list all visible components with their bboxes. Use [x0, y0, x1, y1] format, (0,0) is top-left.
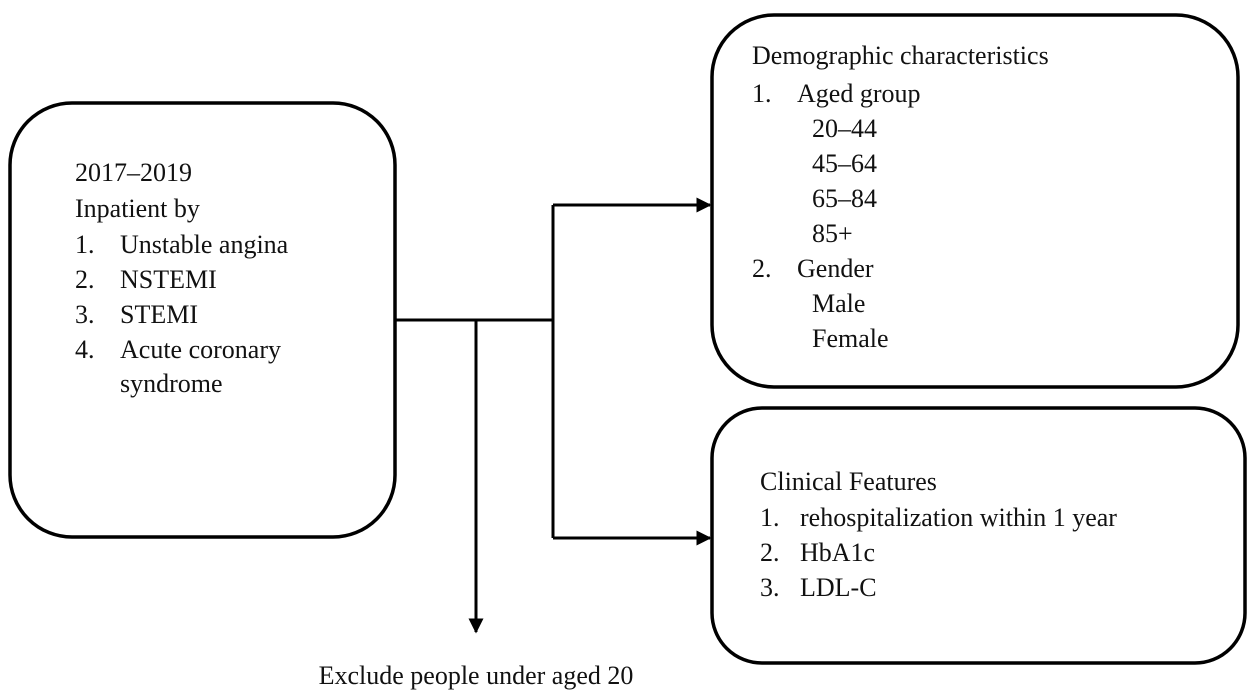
box-title: Demographic characteristics	[752, 41, 1049, 70]
box-title: Clinical Features	[760, 467, 937, 496]
exclusion-text: Exclude people under aged 20	[319, 661, 634, 690]
list-marker: 3.	[760, 573, 780, 602]
sub-item: 45–64	[812, 149, 877, 178]
sub-item: 85+	[812, 219, 853, 248]
list-item: rehospitalization within 1 year	[800, 503, 1117, 532]
list-item: Unstable angina	[120, 230, 289, 259]
list-item: HbA1c	[800, 538, 875, 567]
list-marker: 2.	[75, 265, 95, 294]
list-item: syndrome	[120, 369, 223, 398]
sub-item: Female	[812, 324, 889, 353]
clinical-box	[710, 406, 1247, 665]
list-item: LDL-C	[800, 573, 877, 602]
list-marker: 1.	[752, 79, 772, 108]
sub-item: 20–44	[812, 114, 877, 143]
list-item: Acute coronary	[120, 335, 281, 364]
list-item: STEMI	[120, 300, 198, 329]
demographics-box	[710, 13, 1240, 389]
list-item: Aged group	[797, 79, 920, 108]
list-marker: 3.	[75, 300, 95, 329]
source-box	[8, 101, 397, 539]
list-item: Gender	[797, 254, 874, 283]
sub-item: 65–84	[812, 184, 877, 213]
source-line: 2017–2019	[75, 158, 192, 187]
list-marker: 2.	[760, 538, 780, 567]
list-marker: 1.	[760, 503, 780, 532]
list-marker: 4.	[75, 335, 95, 364]
list-marker: 2.	[752, 254, 772, 283]
source-line: Inpatient by	[75, 194, 200, 223]
list-item: NSTEMI	[120, 265, 217, 294]
sub-item: Male	[812, 289, 865, 318]
list-marker: 1.	[75, 230, 95, 259]
